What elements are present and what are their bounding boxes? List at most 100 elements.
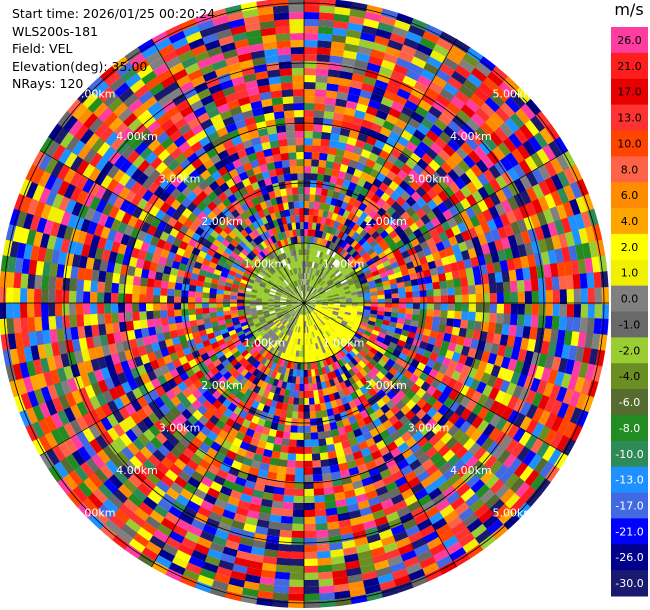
velocity-gate — [280, 282, 287, 288]
velocity-gate — [397, 482, 411, 495]
velocity-gate — [269, 507, 283, 516]
velocity-gate — [402, 556, 420, 569]
velocity-gate — [309, 299, 316, 302]
velocity-gate — [286, 257, 292, 264]
velocity-gate — [395, 322, 404, 330]
velocity-gate — [292, 289, 297, 295]
velocity-gate — [359, 376, 369, 386]
velocity-gate — [356, 290, 364, 295]
velocity-gate — [313, 291, 319, 296]
velocity-gate — [320, 466, 331, 475]
velocity-gate — [255, 265, 263, 272]
velocity-gate — [553, 452, 569, 471]
velocity-gate — [338, 290, 345, 294]
velocity-gate — [344, 560, 361, 570]
velocity-gate — [456, 373, 468, 385]
velocity-gate — [321, 303, 328, 306]
velocity-gate — [379, 367, 389, 377]
velocity-gate — [365, 327, 374, 334]
velocity-gate — [257, 387, 266, 397]
velocity-gate — [351, 291, 358, 296]
velocity-gate — [345, 295, 352, 299]
velocity-gate — [327, 415, 336, 424]
velocity-gate — [313, 396, 320, 405]
velocity-gate — [288, 263, 293, 270]
velocity-gate — [327, 296, 334, 300]
velocity-gate — [389, 376, 400, 386]
velocity-gate — [299, 303, 304, 308]
velocity-gate — [448, 359, 458, 371]
velocity-gate — [269, 312, 276, 316]
velocity-gate — [268, 293, 276, 297]
velocity-gate — [275, 292, 282, 296]
velocity-gate — [284, 328, 289, 335]
velocity-gate — [488, 312, 497, 324]
velocity-gate — [412, 447, 426, 460]
velocity-gate — [271, 325, 278, 332]
velocity-gate — [265, 383, 273, 392]
velocity-gate — [318, 288, 325, 294]
velocity-gate — [265, 283, 272, 289]
velocity-gate — [531, 392, 543, 409]
velocity-gate — [547, 448, 563, 467]
velocity-gate — [330, 285, 337, 290]
velocity-gate — [287, 315, 292, 321]
velocity-gate — [535, 441, 550, 459]
velocity-gate — [337, 343, 345, 350]
velocity-gate — [348, 283, 356, 289]
velocity-gate — [255, 334, 262, 341]
velocity-gate — [376, 389, 387, 399]
velocity-gate — [328, 271, 334, 278]
velocity-gate — [161, 542, 179, 556]
velocity-gate — [354, 319, 362, 325]
velocity-gate — [435, 498, 451, 513]
velocity-gate — [286, 360, 292, 369]
velocity-gate — [377, 310, 385, 316]
velocity-gate — [435, 354, 445, 365]
velocity-gate — [475, 303, 483, 314]
velocity-gate — [273, 571, 290, 580]
velocity-gate — [433, 309, 441, 318]
velocity-gate — [198, 530, 215, 542]
velocity-gate — [253, 280, 261, 286]
velocity-gate — [311, 289, 317, 295]
velocity-gate — [394, 476, 408, 488]
velocity-gate — [279, 409, 287, 418]
velocity-gate — [365, 460, 377, 471]
velocity-gate — [292, 303, 298, 305]
velocity-gate — [296, 293, 301, 299]
velocity-gate — [503, 346, 514, 360]
velocity-gate — [293, 295, 300, 300]
velocity-gate — [303, 502, 315, 511]
velocity-gate — [294, 306, 300, 311]
velocity-gate — [262, 306, 269, 310]
velocity-gate — [231, 482, 245, 494]
velocity-gate — [272, 257, 278, 265]
velocity-gate — [259, 433, 269, 443]
velocity-gate — [477, 406, 490, 421]
velocity-gate — [257, 262, 264, 269]
velocity-gate — [308, 267, 312, 274]
velocity-gate — [317, 578, 334, 587]
velocity-gate — [292, 397, 299, 405]
velocity-gate — [295, 376, 301, 384]
velocity-gate — [586, 317, 595, 335]
velocity-gate — [400, 431, 413, 443]
velocity-gate — [300, 273, 303, 280]
velocity-gate — [283, 320, 289, 327]
velocity-gate — [290, 544, 304, 552]
velocity-gate — [509, 477, 525, 494]
velocity-gate — [457, 354, 468, 366]
velocity-gate — [309, 298, 316, 301]
velocity-gate — [463, 375, 474, 389]
velocity-gate — [286, 299, 293, 302]
velocity-gate — [241, 486, 254, 497]
velocity-gate — [226, 532, 242, 544]
velocity-gate — [471, 415, 484, 430]
velocity-gate — [336, 285, 344, 291]
velocity-gate — [425, 536, 443, 551]
velocity-gate — [325, 351, 332, 358]
velocity-gate — [345, 276, 353, 282]
velocity-gate — [285, 328, 291, 336]
velocity-gate — [379, 498, 394, 510]
